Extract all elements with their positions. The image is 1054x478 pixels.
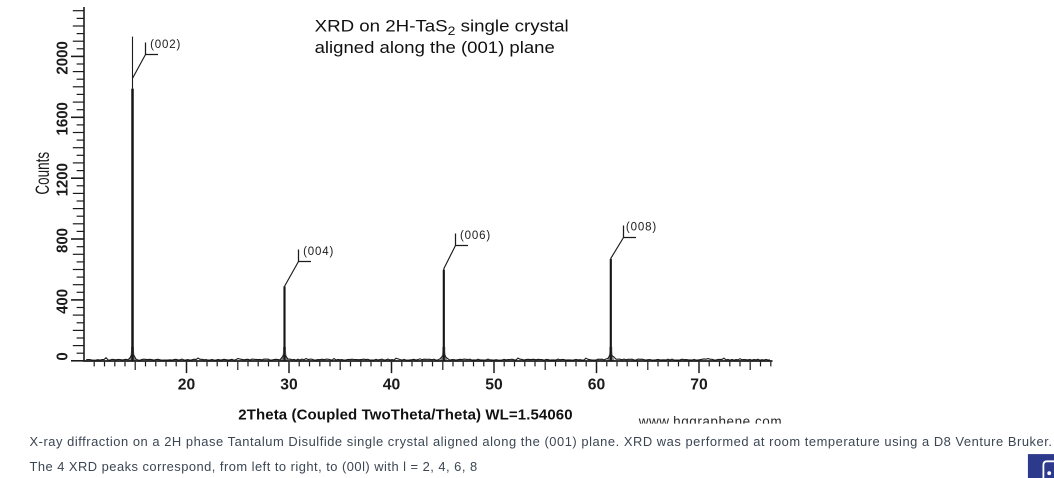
svg-text:2Theta (Coupled TwoTheta/Theta: 2Theta (Coupled TwoTheta/Theta) WL=1.540… [238, 406, 572, 423]
svg-text:800: 800 [54, 228, 72, 253]
svg-text:40: 40 [383, 376, 401, 393]
svg-text:X-ray diffraction on a 2H phas: X-ray diffraction on a 2H phase Tantalum… [30, 434, 1053, 449]
svg-text:The 4 XRD peaks correspond, fr: The 4 XRD peaks correspond, from left to… [30, 459, 478, 474]
svg-text:60: 60 [588, 376, 606, 393]
svg-text:www.hqgraphene.com: www.hqgraphene.com [638, 414, 782, 429]
svg-text:(002): (002) [150, 39, 181, 51]
svg-text:2000: 2000 [54, 41, 72, 74]
svg-text:(004): (004) [303, 246, 334, 258]
svg-text:0: 0 [54, 352, 72, 360]
svg-text:50: 50 [485, 376, 503, 393]
svg-text:Counts: Counts [33, 152, 54, 195]
svg-text:(008): (008) [626, 222, 657, 234]
svg-text:aligned along the (001) plane: aligned along the (001) plane [315, 38, 555, 57]
svg-text:400: 400 [54, 289, 72, 314]
svg-text:70: 70 [690, 376, 708, 393]
svg-text:(006): (006) [460, 230, 491, 242]
svg-text:1200: 1200 [54, 163, 72, 196]
svg-text:30: 30 [280, 376, 298, 393]
svg-text:1600: 1600 [54, 102, 72, 135]
svg-text:XRD on 2H-TaS2 single crystal: XRD on 2H-TaS2 single crystal [315, 16, 569, 37]
svg-text:20: 20 [178, 376, 196, 393]
